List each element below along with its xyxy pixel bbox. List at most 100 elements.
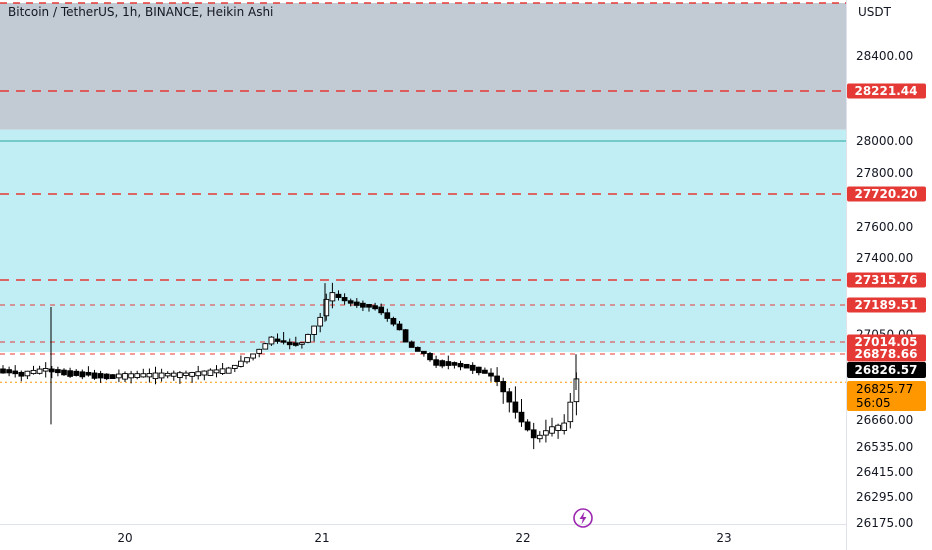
candle bbox=[231, 364, 238, 369]
candle bbox=[366, 304, 372, 308]
candle bbox=[103, 373, 110, 380]
price-tick-label: 28400.00 bbox=[856, 49, 913, 63]
price-tick-label: 27800.00 bbox=[856, 166, 913, 180]
price-badge-label: 27189.51 bbox=[854, 298, 917, 312]
candle bbox=[177, 372, 183, 378]
candle bbox=[134, 373, 141, 379]
candle bbox=[91, 372, 98, 379]
price-badge[interactable] bbox=[847, 362, 926, 378]
candle bbox=[256, 348, 263, 354]
price-tick-label: 26175.00 bbox=[856, 516, 913, 530]
chart-title[interactable]: Bitcoin / TetherUS, 1h, BINANCE, Heikin … bbox=[8, 5, 274, 19]
candle bbox=[530, 429, 537, 439]
price-badge-label: 26826.57 bbox=[854, 363, 917, 377]
candle bbox=[518, 411, 525, 423]
candle bbox=[152, 372, 159, 380]
candle bbox=[317, 316, 324, 327]
countdown-price-label: 26825.77 bbox=[856, 382, 913, 396]
candle bbox=[207, 369, 214, 376]
candle bbox=[427, 353, 433, 361]
candle bbox=[18, 371, 25, 377]
candle bbox=[268, 336, 275, 345]
candle bbox=[122, 373, 128, 380]
candle bbox=[524, 421, 531, 431]
candle bbox=[140, 373, 147, 378]
candle bbox=[445, 361, 452, 366]
candle bbox=[262, 343, 269, 350]
candle bbox=[201, 370, 208, 376]
candle bbox=[286, 341, 293, 346]
candle bbox=[396, 323, 403, 331]
candle bbox=[469, 364, 476, 371]
candle bbox=[219, 368, 226, 374]
time-scale-divider bbox=[0, 524, 846, 525]
candle bbox=[30, 369, 37, 375]
candle bbox=[384, 312, 391, 319]
candle bbox=[213, 369, 220, 374]
price-axis-unit[interactable]: USDT bbox=[858, 5, 891, 19]
price-badge[interactable] bbox=[847, 186, 926, 202]
price-badge[interactable] bbox=[847, 346, 926, 362]
candle bbox=[61, 369, 67, 376]
candle bbox=[109, 374, 116, 380]
supply-zone bbox=[0, 3, 846, 130]
candle bbox=[311, 325, 317, 335]
countdown-badge[interactable] bbox=[847, 381, 926, 411]
candle bbox=[97, 373, 104, 379]
candle bbox=[128, 373, 134, 379]
candle bbox=[561, 422, 568, 431]
price-badge[interactable] bbox=[847, 334, 926, 350]
candle bbox=[421, 350, 427, 354]
candle bbox=[12, 370, 19, 375]
candle bbox=[55, 369, 61, 374]
candle bbox=[549, 426, 555, 434]
price-tick-label: 27600.00 bbox=[856, 220, 913, 234]
candle bbox=[414, 346, 421, 352]
candle bbox=[225, 367, 232, 374]
price-badge-label: 27720.20 bbox=[854, 187, 917, 201]
price-badge[interactable] bbox=[847, 272, 926, 288]
candle bbox=[170, 372, 177, 377]
candle bbox=[360, 302, 366, 308]
candle bbox=[183, 372, 189, 376]
price-badge-label: 28221.44 bbox=[854, 84, 917, 98]
price-tick-label: 27400.00 bbox=[856, 251, 913, 265]
candle bbox=[341, 297, 348, 302]
candle bbox=[408, 341, 415, 348]
time-tick-label: 20 bbox=[117, 531, 132, 545]
candle bbox=[390, 317, 397, 325]
candle bbox=[451, 362, 458, 366]
candle bbox=[189, 372, 195, 377]
candle bbox=[48, 368, 55, 373]
candle bbox=[305, 333, 311, 343]
price-badge[interactable] bbox=[847, 83, 926, 99]
candle bbox=[543, 430, 549, 436]
candle bbox=[463, 363, 470, 369]
candle bbox=[323, 298, 330, 317]
candle bbox=[274, 338, 281, 342]
candle bbox=[67, 370, 73, 377]
candle bbox=[555, 424, 561, 431]
candle bbox=[512, 401, 519, 413]
candle bbox=[238, 360, 244, 367]
countdown-timer-label: 56:05 bbox=[856, 396, 891, 410]
lightning-icon[interactable] bbox=[572, 507, 594, 529]
candle bbox=[85, 371, 92, 376]
price-badge[interactable] bbox=[847, 297, 926, 313]
candle bbox=[244, 357, 250, 363]
price-tick-label: 26660.00 bbox=[856, 413, 913, 427]
candle bbox=[146, 373, 153, 378]
candle bbox=[500, 381, 507, 393]
candle bbox=[402, 329, 409, 343]
price-tick-label: 28000.00 bbox=[856, 134, 913, 148]
candle bbox=[250, 353, 256, 359]
demand-zone bbox=[0, 129, 846, 353]
candle bbox=[116, 373, 122, 379]
time-tick-label: 21 bbox=[314, 531, 329, 545]
candle bbox=[79, 371, 86, 378]
candle bbox=[482, 369, 488, 374]
price-tick-label: 26415.00 bbox=[856, 465, 913, 479]
candle bbox=[372, 305, 378, 310]
